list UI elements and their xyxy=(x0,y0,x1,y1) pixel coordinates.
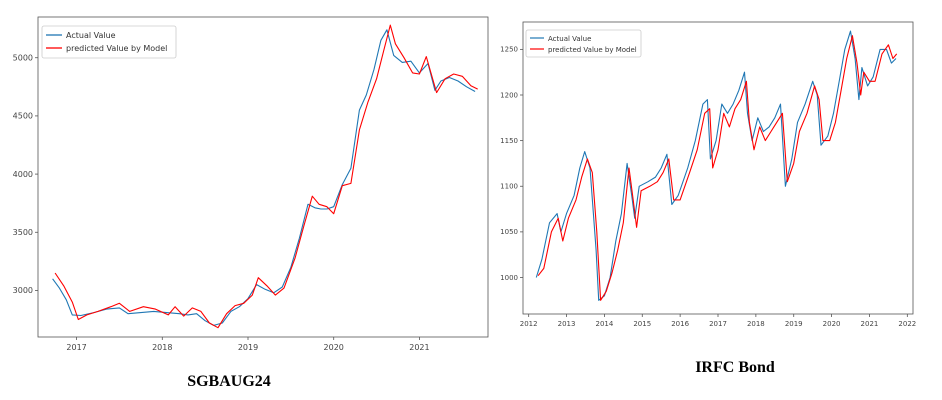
x-tick-label: 2012 xyxy=(520,320,538,328)
predicted-value-line xyxy=(537,35,898,301)
legend-box xyxy=(525,29,642,58)
actual-value-line xyxy=(535,30,897,301)
y-tick-label: 4500 xyxy=(13,112,33,121)
x-tick-label: 2020 xyxy=(324,343,344,352)
x-tick-label: 2016 xyxy=(671,320,689,328)
plot-frame xyxy=(522,21,914,315)
x-tick-label: 2021 xyxy=(861,320,879,328)
chart-caption: IRFC Bond xyxy=(695,359,775,376)
x-tick-label: 2020 xyxy=(823,320,841,328)
y-tick-label: 1150 xyxy=(500,137,518,145)
x-tick-label: 2019 xyxy=(238,343,258,352)
y-tick-label: 1000 xyxy=(500,274,518,282)
legend-label-predicted: predicted Value by Model xyxy=(548,46,637,54)
x-tick-label: 2015 xyxy=(633,320,651,328)
legend-label-actual: Actual Value xyxy=(66,31,116,40)
legend: Actual Value predicted Value by Model xyxy=(41,25,177,59)
y-tick-label: 1100 xyxy=(500,183,518,191)
irfc-bond-chart: 2012 2013 2014 2015 2016 2017 2018 2019 2020 2021… xyxy=(500,21,916,376)
legend: Actual Value predicted Value by Model xyxy=(525,29,642,58)
tick-layer: 2017 2018 2019 2020 2021 3000 3500 4000 4500 5000 xyxy=(13,53,430,352)
legend-label-actual: Actual Value xyxy=(548,35,591,43)
chart-caption: SGBAUG24 xyxy=(187,373,271,390)
legend-box xyxy=(41,25,177,59)
x-tick-label: 2014 xyxy=(595,320,613,328)
x-tick-label: 2017 xyxy=(66,343,86,352)
y-tick-label: 3000 xyxy=(13,286,33,295)
y-tick-label: 3500 xyxy=(13,228,33,237)
tick-layer: 2012 2013 2014 2015 2016 2017 2018 2019 2020 2021… xyxy=(500,46,916,328)
x-tick-label: 2022 xyxy=(898,320,916,328)
predicted-value-line xyxy=(54,24,478,329)
x-tick-label: 2021 xyxy=(409,343,429,352)
series-layer xyxy=(52,24,478,329)
y-tick-label: 1050 xyxy=(500,228,518,236)
x-tick-label: 2018 xyxy=(152,343,172,352)
series-layer xyxy=(535,30,898,301)
x-tick-label: 2018 xyxy=(747,320,765,328)
legend-label-predicted: predicted Value by Model xyxy=(66,44,167,53)
x-tick-label: 2017 xyxy=(709,320,727,328)
y-tick-label: 1200 xyxy=(500,91,518,99)
x-tick-label: 2019 xyxy=(785,320,803,328)
y-tick-label: 1250 xyxy=(500,46,518,54)
y-tick-label: 5000 xyxy=(13,53,33,62)
sgbaug24-chart: 2017 2018 2019 2020 2021 3000 3500 4000 4500 5000… xyxy=(13,16,489,390)
y-tick-label: 4000 xyxy=(13,170,33,179)
plot-frame xyxy=(37,16,489,338)
actual-value-line xyxy=(52,29,476,326)
x-tick-label: 2013 xyxy=(558,320,576,328)
